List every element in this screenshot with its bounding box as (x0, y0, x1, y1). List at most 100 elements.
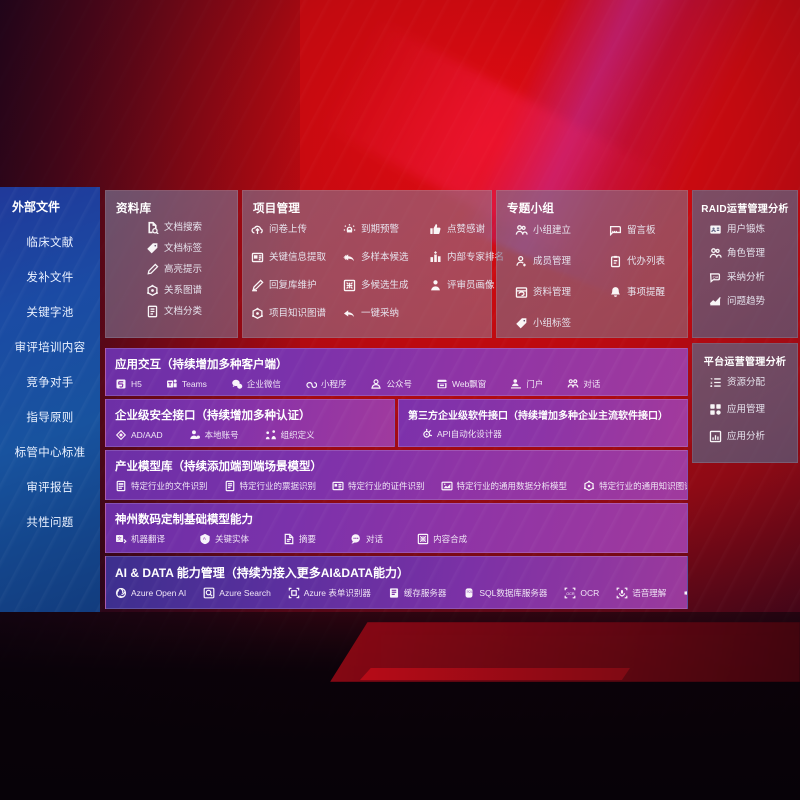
chip-api-designer[interactable]: API自动化设计器 (421, 428, 502, 440)
chip-mini-program[interactable]: 小程序 (305, 378, 346, 390)
chip-ocr[interactable]: OCR OCR (564, 587, 599, 599)
chip-knowledge-graph-model[interactable]: 特定行业的通用知识图谱模型 (583, 480, 687, 492)
chip-h5[interactable]: H5 (115, 378, 142, 390)
item-group-tag[interactable]: 小组标签 (515, 317, 609, 330)
reply-icon (343, 307, 356, 320)
chip-azure-search[interactable]: Azure Search (203, 587, 271, 599)
item-application-management[interactable]: 应用管理 (709, 403, 797, 416)
document-search-icon (146, 221, 159, 234)
sidebar-item-competitors[interactable]: 竞争对手 (26, 377, 74, 389)
item-material-management[interactable]: 资料管理 (515, 286, 609, 299)
sidebar-item-keyword-pool[interactable]: 关键字池 (26, 307, 74, 319)
chip-label: 特定行业的通用知识图谱模型 (599, 481, 687, 491)
chip-ad-aad[interactable]: AD/AAD (115, 429, 163, 441)
item-label: 成员管理 (533, 255, 572, 267)
item-relation-graph[interactable]: 关系图谱 (146, 284, 237, 297)
sidebar-item-common-issues[interactable]: 共性问题 (26, 517, 74, 529)
chip-label: 特定行业的票据识别 (239, 481, 317, 491)
message-board-icon (609, 224, 622, 237)
item-role-management[interactable]: 角色管理 (709, 247, 797, 260)
chip-dialog[interactable]: 对话 (567, 378, 600, 390)
chip-tts[interactable]: TTS (683, 587, 687, 599)
item-message-board[interactable]: 留言板 (609, 224, 687, 237)
item-multi-sample-candidates[interactable]: 多样本候选 (343, 251, 429, 264)
chip-teams[interactable]: Teams (166, 378, 207, 390)
chip-chat[interactable]: 对话 (350, 533, 383, 545)
chip-machine-translation[interactable]: 文 机器翻译 (115, 533, 165, 545)
ranking-icon (429, 251, 442, 264)
chip-label: API自动化设计器 (437, 429, 502, 439)
item-document-search[interactable]: 文档搜索 (146, 221, 237, 234)
item-thumbs-up-thanks[interactable]: 点赞感谢 (429, 223, 504, 236)
item-reply-library-maintenance[interactable]: 回复库维护 (251, 279, 343, 292)
resource-library-item-list: 文档搜索 文档标签 高亮提示 关系图谱 文档分类 (146, 221, 237, 318)
chip-label: AD/AAD (131, 430, 163, 440)
item-key-info-extraction[interactable]: 关键信息提取 (251, 251, 343, 264)
item-event-reminder[interactable]: 事项提醒 (609, 286, 687, 299)
item-adoption-analysis[interactable]: QA 采纳分析 (709, 271, 797, 284)
item-multi-candidate-generation[interactable]: 多候选生成 (343, 279, 429, 292)
sidebar-item-guiding-principles[interactable]: 指导原则 (26, 412, 74, 424)
panel-platform-analysis: 平台运营管理分析 资源分配 应用管理 应用分析 (692, 343, 798, 463)
item-application-analysis[interactable]: 应用分析 (709, 430, 797, 443)
project-management-item-grid: 问卷上传 到期预警 点赞感谢 关键信息提取 多样本候选 内部专家排名 (251, 223, 504, 328)
item-reviewer-profile[interactable]: 评审员画像 (429, 279, 504, 292)
chip-official-account[interactable]: 公众号 (370, 378, 412, 390)
app-interaction-chip-list: H5 Teams 企业微信 小程序 公众号 (115, 378, 687, 390)
panel-title-resource-library: 资料库 (116, 203, 152, 215)
cache-server-icon (388, 587, 400, 599)
chip-key-entity[interactable]: A 关键实体 (199, 533, 249, 545)
item-one-click-adopt[interactable]: 一键采纳 (343, 307, 429, 320)
item-user-training[interactable]: 用户锻炼 (709, 223, 797, 236)
item-label: 角色管理 (727, 247, 766, 259)
tag-icon (146, 242, 159, 255)
item-member-management[interactable]: 成员管理 (515, 255, 609, 268)
item-project-knowledge-graph[interactable]: 项目知识图谱 (251, 307, 343, 320)
chip-wechat-work[interactable]: 企业微信 (231, 378, 281, 390)
panel-project-management: 项目管理 问卷上传 到期预警 点赞感谢 关键信息提取 多样本候选 (242, 190, 504, 338)
chip-receipt-recognition[interactable]: 特定行业的票据识别 (224, 480, 317, 492)
chip-web-float-window[interactable]: Web飘窗 (436, 378, 486, 390)
chip-local-account[interactable]: 本地账号 (189, 429, 239, 441)
chip-content-synthesis[interactable]: 内容合成 (417, 533, 467, 545)
item-highlight-hint[interactable]: 高亮提示 (146, 263, 237, 276)
panel-title-topic-group: 专题小组 (507, 203, 555, 215)
row-title-ai-data: AI & DATA 能力管理（持续为接入更多AI&DATA能力） (115, 566, 409, 580)
row-title-industry-models: 产业模型库（持续添加端到端场景模型） (115, 461, 322, 473)
item-questionnaire-upload[interactable]: 问卷上传 (251, 223, 343, 236)
sidebar-hatch-overlay (0, 187, 100, 612)
item-todo-list[interactable]: 代办列表 (609, 255, 687, 268)
sidebar-item-clinical-literature[interactable]: 临床文献 (26, 237, 74, 249)
sidebar-item-supplementary-documents[interactable]: 发补文件 (26, 272, 74, 284)
raid-analysis-item-list: 用户锻炼 角色管理 QA 采纳分析 问题趋势 (709, 223, 797, 308)
sidebar-item-standards-center[interactable]: 标管中心标准 (14, 447, 86, 459)
item-due-warning[interactable]: 到期预警 (343, 223, 429, 236)
item-issue-trend[interactable]: 问题趋势 (709, 295, 797, 308)
chip-portal[interactable]: 门户 (510, 378, 543, 390)
chip-file-recognition[interactable]: 特定行业的文件识别 (115, 480, 208, 492)
red-shard-small (360, 668, 630, 680)
chip-azure-openai[interactable]: Azure Open AI (115, 587, 186, 599)
panel-resource-library: 资料库 文档搜索 文档标签 高亮提示 关系图谱 文档分类 (105, 190, 238, 338)
chip-org-definition[interactable]: 组织定义 (265, 429, 315, 441)
chip-azure-form-recognizer[interactable]: Azure 表单识别器 (288, 587, 371, 599)
item-label: 回复库维护 (269, 279, 317, 291)
item-internal-expert-ranking[interactable]: 内部专家排名 (429, 251, 504, 264)
sidebar-item-review-report[interactable]: 审评报告 (26, 482, 74, 494)
chip-cache-server[interactable]: 缓存服务器 (388, 587, 446, 599)
chip-speech-understanding[interactable]: 语音理解 (616, 587, 666, 599)
item-resource-allocation[interactable]: 资源分配 (709, 376, 797, 389)
item-label: 点赞感谢 (447, 223, 486, 235)
chip-summary[interactable]: 摘要 (283, 533, 316, 545)
chip-label: 公众号 (386, 379, 412, 389)
row-third-party-interface: 第三方企业级软件接口（持续增加多种企业主流软件接口） API自动化设计器 (398, 399, 688, 447)
item-label: 到期预警 (361, 223, 400, 235)
item-group-creation[interactable]: 小组建立 (515, 224, 609, 237)
item-document-tag[interactable]: 文档标签 (146, 242, 237, 255)
chip-sql-database-server[interactable]: SQL SQL数据库服务器 (463, 587, 547, 599)
chip-data-analysis-model[interactable]: 特定行业的通用数据分析模型 (440, 480, 567, 492)
item-document-classify[interactable]: 文档分类 (146, 305, 237, 318)
sidebar-item-review-training-content[interactable]: 审评培训内容 (14, 342, 86, 354)
chip-id-recognition[interactable]: 特定行业的证件识别 (332, 480, 425, 492)
row-title-third-party: 第三方企业级软件接口（持续增加多种企业主流软件接口） (408, 411, 668, 422)
